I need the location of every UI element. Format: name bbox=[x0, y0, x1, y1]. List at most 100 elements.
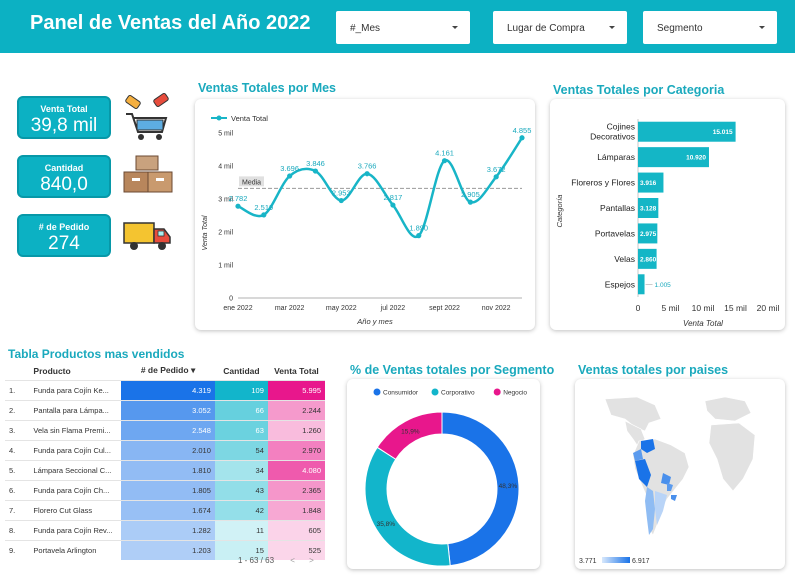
peru-region[interactable] bbox=[635, 459, 651, 487]
table-row[interactable]: 3. Vela sin Flama Premi... 2.548 63 1.260 bbox=[5, 419, 325, 440]
sales-by-country-map[interactable]: 3.771 6.917 bbox=[575, 379, 785, 569]
table-row[interactable]: 7. Florero Cut Glass 1.674 42 1.848 bbox=[5, 499, 325, 520]
category-label: Cojines bbox=[607, 122, 635, 132]
series-line-venta-total bbox=[237, 137, 524, 239]
bar[interactable] bbox=[638, 198, 659, 218]
order-count-cell: 1.810 bbox=[121, 459, 215, 480]
category-sales-bar-chart[interactable]: Categoría Venta Total 0 5 mil 10 mil 15 mil… bbox=[550, 99, 785, 330]
order-count-cell: 1.282 bbox=[121, 519, 215, 540]
data-point[interactable] bbox=[416, 233, 422, 239]
segment-chart-title: % de Ventas totales por Segmento bbox=[350, 363, 555, 377]
total-sales-cell: 1.848 bbox=[267, 499, 325, 520]
segment-filter-label: Segmento bbox=[657, 23, 703, 34]
ecuador-region[interactable] bbox=[633, 449, 643, 461]
table-row[interactable]: 4. Funda para Cojín Cul... 2.010 54 2.970 bbox=[5, 439, 325, 460]
category-label: Decorativos bbox=[590, 132, 635, 142]
table-row[interactable]: 8. Funda para Cojín Rev... 1.282 11 605 bbox=[5, 519, 325, 540]
donut-slice[interactable] bbox=[364, 446, 451, 567]
table-row[interactable]: 1. Funda para Cojín Ke... 4.319 109 5.995 bbox=[5, 379, 325, 400]
boxes-icon bbox=[123, 155, 173, 193]
monthly-sales-line-chart[interactable]: Venta Total Venta Total Año y mes 0 1 mil… bbox=[195, 99, 535, 330]
bar[interactable] bbox=[638, 223, 658, 244]
x-tick-label: 15 mil bbox=[724, 303, 747, 313]
table-row[interactable]: 5. Lámpara Seccional C... 1.810 34 4.080 bbox=[5, 459, 325, 480]
data-label: 1.005 bbox=[655, 282, 672, 289]
x-axis-title: Año y mes bbox=[356, 317, 393, 326]
x-tick-label: 5 mil bbox=[662, 303, 680, 313]
x-tick-label: ene 2022 bbox=[223, 305, 252, 312]
chevron-left-icon[interactable]: < bbox=[290, 556, 295, 565]
data-point[interactable] bbox=[261, 212, 267, 218]
row-index: 6. bbox=[5, 479, 28, 500]
mean-label: Media bbox=[242, 179, 261, 186]
x-tick-label: 0 bbox=[636, 303, 641, 313]
column-header-producto[interactable]: Producto bbox=[27, 362, 122, 380]
data-point[interactable] bbox=[390, 202, 396, 208]
kpi-cantidad: Cantidad 840,0 bbox=[17, 155, 111, 198]
segment-filter-dropdown[interactable]: Segmento bbox=[643, 11, 777, 44]
segment-chart-card: Consumidor Corporativo Negocio 48,3% 35,8% 1… bbox=[347, 379, 540, 569]
chevron-down-icon bbox=[759, 26, 765, 29]
kpi-label: Venta Total bbox=[40, 104, 88, 114]
column-header-venta-total[interactable]: Venta Total bbox=[267, 362, 325, 380]
chevron-down-icon bbox=[609, 26, 615, 29]
chevron-right-icon[interactable]: > bbox=[309, 556, 314, 565]
data-point[interactable] bbox=[441, 158, 448, 164]
data-point[interactable] bbox=[467, 199, 473, 205]
bar[interactable] bbox=[638, 121, 736, 142]
data-point[interactable] bbox=[493, 174, 499, 180]
row-index: 3. bbox=[5, 419, 28, 440]
category-chart-card: Categoría Venta Total 0 5 mil 10 mil 15 mil… bbox=[550, 99, 785, 330]
month-filter-dropdown[interactable]: #_Mes bbox=[336, 11, 470, 44]
table-row[interactable]: 6. Funda para Cojín Ch... 1.805 43 2.365 bbox=[5, 479, 325, 500]
donut-slice[interactable] bbox=[376, 411, 443, 460]
bar[interactable] bbox=[638, 274, 645, 295]
order-count-cell: 4.319 bbox=[121, 379, 215, 400]
table-row[interactable]: 9. Portavela Arlington 1.203 15 525 bbox=[5, 539, 325, 560]
colombia-region[interactable] bbox=[641, 439, 655, 453]
data-label: 3.766 bbox=[358, 162, 377, 171]
order-count-cell: 1.805 bbox=[121, 479, 215, 500]
data-point[interactable] bbox=[287, 173, 293, 179]
legend-swatch-dot bbox=[216, 115, 222, 121]
legend-swatch bbox=[493, 388, 501, 396]
kpi-value: 840,0 bbox=[40, 174, 88, 195]
legend-label: Venta Total bbox=[231, 114, 268, 123]
data-point[interactable] bbox=[312, 168, 319, 174]
order-count-cell: 2.548 bbox=[121, 419, 215, 440]
data-point[interactable] bbox=[338, 197, 344, 204]
sort-desc-icon: ▾ bbox=[190, 365, 196, 376]
category-label: Pantallas bbox=[600, 203, 635, 213]
shopping-cart-icon bbox=[125, 92, 169, 140]
kpi-venta-total: Venta Total 39,8 mil bbox=[17, 96, 111, 139]
argentina-region[interactable] bbox=[655, 491, 667, 525]
chile-region[interactable] bbox=[645, 487, 655, 535]
paraguay-region[interactable] bbox=[667, 483, 673, 491]
uruguay-region[interactable] bbox=[671, 495, 677, 501]
data-label: 2.782 bbox=[229, 194, 248, 203]
data-point[interactable] bbox=[235, 203, 241, 209]
x-tick-label: sept 2022 bbox=[429, 305, 460, 312]
table-row[interactable]: 2. Pantalla para Lámpa... 3.052 66 2.244 bbox=[5, 399, 325, 420]
y-axis-title: Venta Total bbox=[202, 215, 209, 250]
product-name-cell: Pantalla para Lámpa... bbox=[27, 399, 122, 420]
column-header-pedido[interactable]: # de Pedido ▾ bbox=[121, 362, 215, 380]
row-index: 7. bbox=[5, 499, 28, 520]
total-sales-cell: 1.260 bbox=[267, 419, 325, 440]
kpi-pedido: # de Pedido 274 bbox=[17, 214, 111, 257]
segment-donut-chart[interactable]: Consumidor Corporativo Negocio 48,3% 35,8% 1… bbox=[347, 379, 540, 569]
purchase-place-filter-dropdown[interactable]: Lugar de Compra bbox=[493, 11, 627, 44]
bar[interactable] bbox=[638, 172, 664, 193]
quantity-cell: 42 bbox=[214, 499, 268, 520]
row-index: 5. bbox=[5, 459, 28, 480]
bolivia-region[interactable] bbox=[661, 473, 671, 485]
column-header-cantidad[interactable]: Cantidad bbox=[214, 362, 268, 380]
data-point[interactable] bbox=[519, 135, 525, 141]
bar[interactable] bbox=[638, 147, 709, 168]
chevron-down-icon bbox=[452, 26, 458, 29]
total-sales-cell: 2.970 bbox=[267, 439, 325, 460]
data-point[interactable] bbox=[364, 171, 370, 177]
x-axis-title: Venta Total bbox=[683, 319, 723, 328]
bar[interactable] bbox=[638, 248, 657, 269]
products-table-container[interactable]: Producto # de Pedido ▾ Cantidad Venta To… bbox=[5, 362, 327, 572]
